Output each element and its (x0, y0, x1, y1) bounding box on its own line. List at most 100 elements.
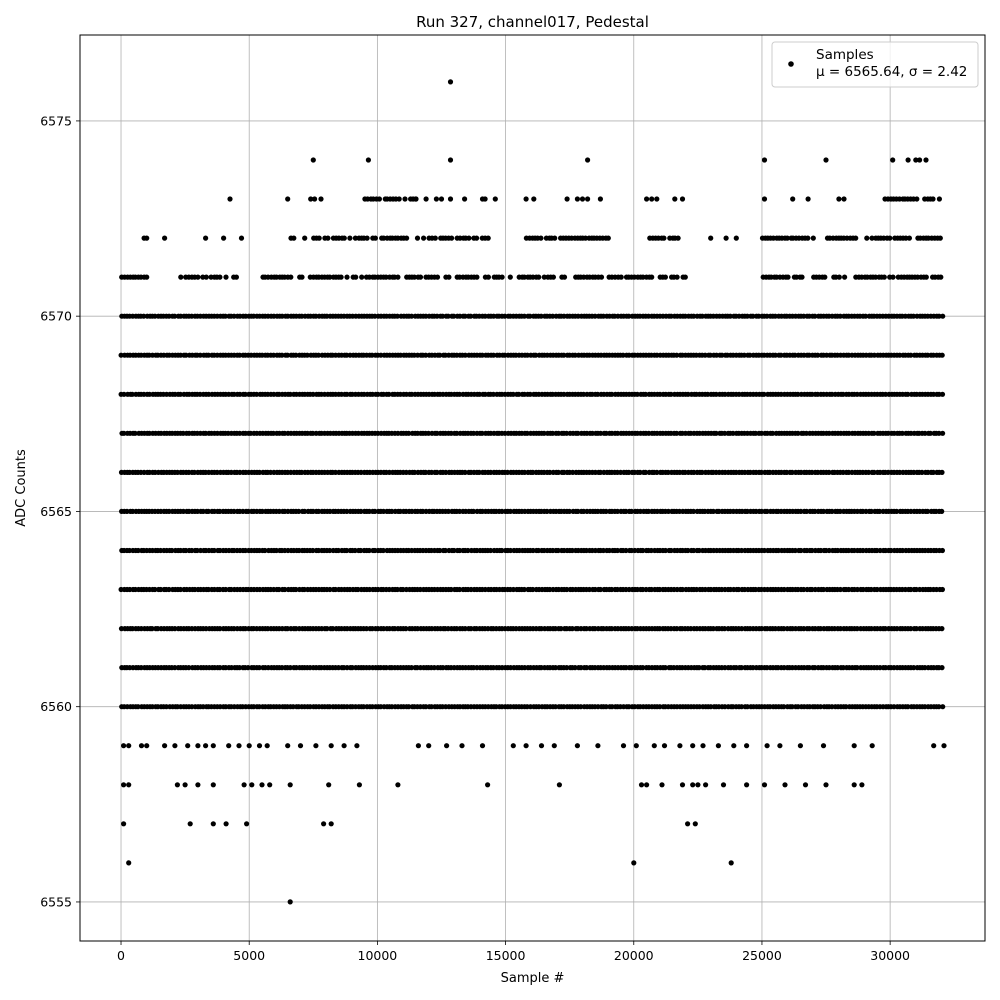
data-point (812, 313, 818, 319)
data-point (395, 782, 401, 788)
data-point (823, 782, 829, 788)
x-tick-label: 0 (117, 948, 125, 963)
data-point (195, 743, 201, 749)
data-point (178, 274, 184, 280)
data-point (141, 313, 147, 319)
data-point (244, 821, 250, 827)
data-point (445, 313, 451, 319)
data-point (530, 586, 536, 593)
data-point (466, 235, 472, 241)
data-point (403, 626, 409, 632)
data-point (728, 860, 734, 866)
data-point (447, 196, 454, 202)
data-point (187, 821, 193, 827)
data-point (347, 235, 353, 241)
data-point (723, 235, 729, 241)
data-point (777, 743, 783, 749)
data-point (152, 586, 158, 593)
data-point (761, 782, 768, 788)
data-point (637, 469, 643, 475)
data-point (315, 352, 322, 358)
data-point (638, 782, 645, 788)
data-point (507, 274, 513, 280)
data-point (911, 665, 917, 671)
data-point (510, 391, 516, 397)
data-point (682, 274, 688, 280)
data-point (810, 235, 816, 241)
data-point (626, 313, 632, 319)
data-point (426, 743, 432, 749)
data-point (836, 274, 842, 280)
data-point (291, 235, 297, 241)
data-point (299, 274, 305, 280)
data-point (341, 743, 347, 749)
data-point (211, 547, 217, 554)
data-point (445, 508, 451, 514)
data-point (908, 626, 914, 632)
data-point (940, 313, 946, 319)
data-point (414, 235, 421, 241)
data-point (761, 157, 768, 163)
data-point (899, 430, 905, 436)
data-point (126, 743, 132, 749)
data-point (936, 196, 943, 202)
data-point (129, 391, 135, 397)
data-point (640, 547, 646, 554)
data-point (406, 704, 412, 710)
data-point (423, 196, 429, 202)
data-point (344, 274, 350, 280)
data-point (144, 743, 150, 749)
data-point (715, 743, 722, 749)
data-point (221, 235, 227, 241)
data-point (324, 626, 330, 632)
data-point (853, 235, 859, 241)
data-point (551, 743, 557, 749)
data-point (135, 704, 141, 710)
data-point (603, 704, 609, 710)
data-point (863, 313, 869, 319)
data-point (939, 547, 946, 554)
data-point (474, 274, 480, 280)
data-point (521, 313, 528, 319)
data-point (376, 196, 382, 202)
data-point (869, 235, 875, 241)
data-point (233, 274, 239, 280)
data-point (279, 352, 285, 358)
data-point (564, 665, 570, 671)
data-point (784, 235, 790, 241)
data-point (256, 743, 263, 749)
data-point (341, 235, 347, 241)
data-point (764, 743, 770, 749)
data-point (149, 626, 155, 632)
data-point (499, 274, 505, 280)
x-tick-label: 5000 (233, 948, 265, 963)
data-point (222, 313, 228, 319)
data-point (695, 782, 701, 788)
data-point (727, 313, 733, 319)
data-point (468, 313, 474, 319)
data-point (440, 313, 446, 319)
legend-marker (788, 61, 794, 67)
data-point (223, 821, 229, 827)
data-point (842, 274, 848, 280)
data-point (485, 235, 491, 241)
data-point (555, 469, 562, 475)
data-point (564, 196, 570, 202)
x-tick-label: 30000 (870, 948, 910, 963)
data-point (358, 508, 364, 514)
data-point (790, 196, 796, 202)
data-point (308, 196, 314, 202)
data-point (923, 157, 929, 163)
data-point (925, 508, 931, 514)
data-point (703, 782, 709, 788)
data-point (177, 391, 183, 397)
x-tick-label: 20000 (614, 948, 654, 963)
data-point (121, 430, 127, 436)
data-point (449, 235, 455, 241)
data-point (603, 508, 609, 514)
data-point (644, 782, 650, 788)
data-point (288, 274, 294, 280)
data-point (386, 391, 392, 397)
data-point (919, 469, 925, 475)
